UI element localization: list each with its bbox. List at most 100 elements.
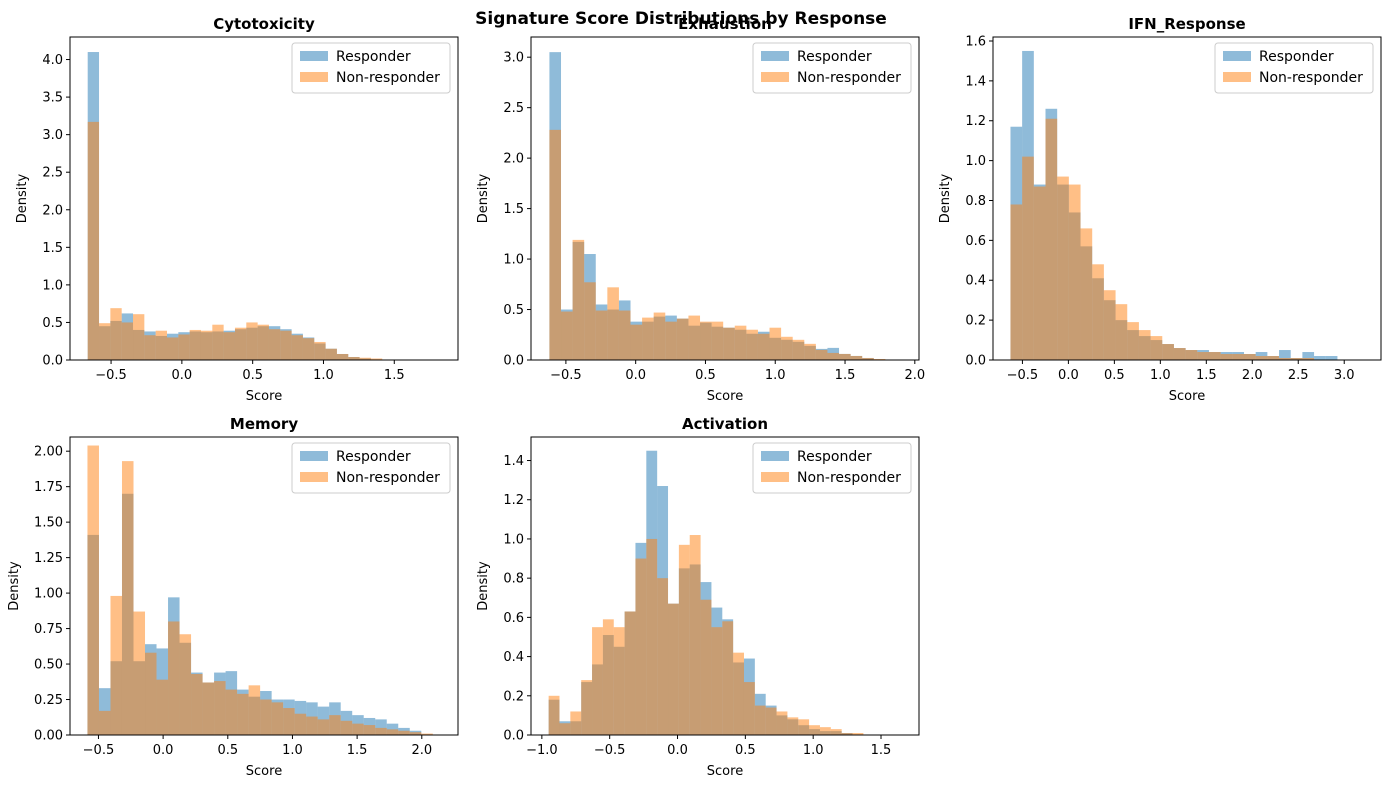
non-responder-bar	[792, 339, 805, 360]
bars	[549, 52, 886, 360]
non-responder-bar	[212, 324, 224, 360]
x-tick-label: −0.5	[1007, 368, 1039, 383]
non-responder-bar	[743, 682, 755, 735]
x-tick-label: 1.5	[871, 743, 892, 758]
x-tick-label: 2.0	[1242, 368, 1263, 383]
y-tick-label: 0.4	[965, 274, 986, 289]
y-axis-label: Density	[7, 561, 22, 611]
legend-swatch	[761, 451, 789, 461]
y-tick-label: 0.5	[503, 303, 524, 318]
non-responder-bar	[815, 349, 828, 360]
non-responder-bar	[87, 445, 99, 735]
non-responder-bar	[668, 603, 679, 735]
non-responder-bar	[340, 720, 353, 735]
non-responder-bar	[291, 335, 303, 360]
non-responder-bar	[155, 330, 167, 360]
y-tick-label: 2.00	[34, 445, 63, 460]
non-responder-bar	[688, 315, 701, 360]
non-responder-bar	[145, 652, 157, 735]
x-axis-label: Score	[707, 764, 743, 779]
non-responder-bar	[280, 330, 292, 360]
responder-bar	[375, 719, 387, 735]
y-tick-label: 0.4	[503, 650, 524, 665]
x-tick-label: −0.5	[594, 743, 626, 758]
non-responder-bar	[665, 321, 677, 360]
x-tick-label: 1.5	[384, 368, 405, 383]
bars	[87, 445, 433, 735]
x-tick-label: 1.0	[803, 743, 824, 758]
non-responder-bar	[642, 317, 654, 360]
x-tick-label: 1.0	[1150, 368, 1171, 383]
y-tick-label: 1.5	[503, 202, 524, 217]
non-responder-bar	[657, 578, 669, 735]
non-responder-bar	[765, 707, 777, 735]
non-responder-bar	[1267, 356, 1280, 360]
y-tick-label: 0.0	[965, 354, 986, 369]
y-tick-label: 0.75	[34, 622, 63, 637]
legend-entry: Responder	[797, 49, 872, 65]
legend-entry: Non-responder	[797, 470, 901, 486]
non-responder-bar	[561, 311, 573, 360]
y-tick-label: 1.2	[503, 493, 524, 508]
non-responder-bar	[1232, 354, 1245, 360]
non-responder-bar	[1150, 336, 1163, 360]
non-responder-bar	[348, 356, 360, 360]
bars	[87, 52, 383, 360]
non-responder-bar	[306, 716, 318, 735]
non-responder-bar	[99, 323, 111, 360]
non-responder-bar	[1068, 184, 1081, 360]
non-responder-bar	[711, 321, 724, 360]
axes-frame	[69, 36, 459, 361]
figure-suptitle: Signature Score Distributions by Respons…	[475, 9, 887, 29]
non-responder-bar	[359, 357, 371, 360]
y-tick-label: 1.0	[503, 532, 524, 547]
subplot-title: Memory	[230, 415, 298, 433]
non-responder-bar	[336, 353, 349, 360]
non-responder-bar	[1185, 350, 1198, 360]
x-tick-label: 0.5	[695, 368, 716, 383]
non-responder-bar	[839, 353, 851, 360]
y-tick-label: 1.0	[965, 154, 986, 169]
non-responder-bar	[179, 634, 192, 735]
non-responder-bar	[1255, 356, 1268, 360]
y-tick-label: 1.6	[965, 34, 986, 49]
non-responder-bar	[260, 699, 272, 735]
x-tick-label: 1.5	[1196, 368, 1217, 383]
y-tick-label: 0.0	[503, 354, 524, 369]
non-responder-bar	[1057, 176, 1069, 360]
subplot-exhaustion: −0.5 0.0 0.5 1.0 1.5 2.0 0.0 0.5 1.0 1.5 2.0 2.5 3.0…	[476, 15, 925, 404]
non-responder-bar	[776, 711, 788, 735]
legend-swatch	[300, 472, 328, 482]
subplot-cytotoxicity: −0.5 0.0 0.5 1.0 1.5 0.0 0.5 1.0 1.5 2.0 2.5 3.0 3.5…	[15, 15, 459, 404]
x-tick-label: −0.5	[95, 368, 127, 383]
non-responder-bar	[602, 619, 614, 735]
non-responder-bar	[386, 729, 399, 735]
non-responder-bar	[787, 717, 799, 735]
x-tick-label: 1.5	[347, 743, 368, 758]
responder-bar	[1325, 356, 1338, 360]
non-responder-bar	[548, 695, 560, 735]
subplot-ifn_response: −0.5 0.0 0.5 1.0 1.5 2.0 2.5 3.0 0.0 0.2 0.4 0.6 0.8…	[938, 15, 1382, 404]
legend-entry: Responder	[336, 49, 411, 65]
non-responder-bar	[754, 705, 766, 735]
x-axis-label: Score	[1169, 389, 1205, 404]
non-responder-bar	[689, 535, 701, 735]
x-tick-label: 1.5	[835, 368, 856, 383]
bars	[548, 450, 864, 735]
y-tick-label: 1.0	[503, 253, 524, 268]
legend-entry: Responder	[1259, 49, 1334, 65]
y-tick-label: 1.50	[34, 516, 63, 531]
y-tick-label: 1.5	[42, 241, 63, 256]
non-responder-bar	[733, 652, 744, 735]
non-responder-bar	[613, 627, 625, 735]
y-tick-label: 0.2	[503, 689, 524, 704]
non-responder-bar	[809, 725, 820, 735]
non-responder-bar	[1115, 304, 1128, 360]
non-responder-bar	[549, 129, 562, 360]
non-responder-bar	[1138, 330, 1151, 360]
non-responder-bar	[110, 595, 122, 735]
subplot-title: Activation	[682, 415, 768, 433]
x-tick-label: 0.5	[735, 743, 756, 758]
non-responder-bar	[1080, 228, 1093, 360]
non-responder-bar	[302, 338, 315, 360]
